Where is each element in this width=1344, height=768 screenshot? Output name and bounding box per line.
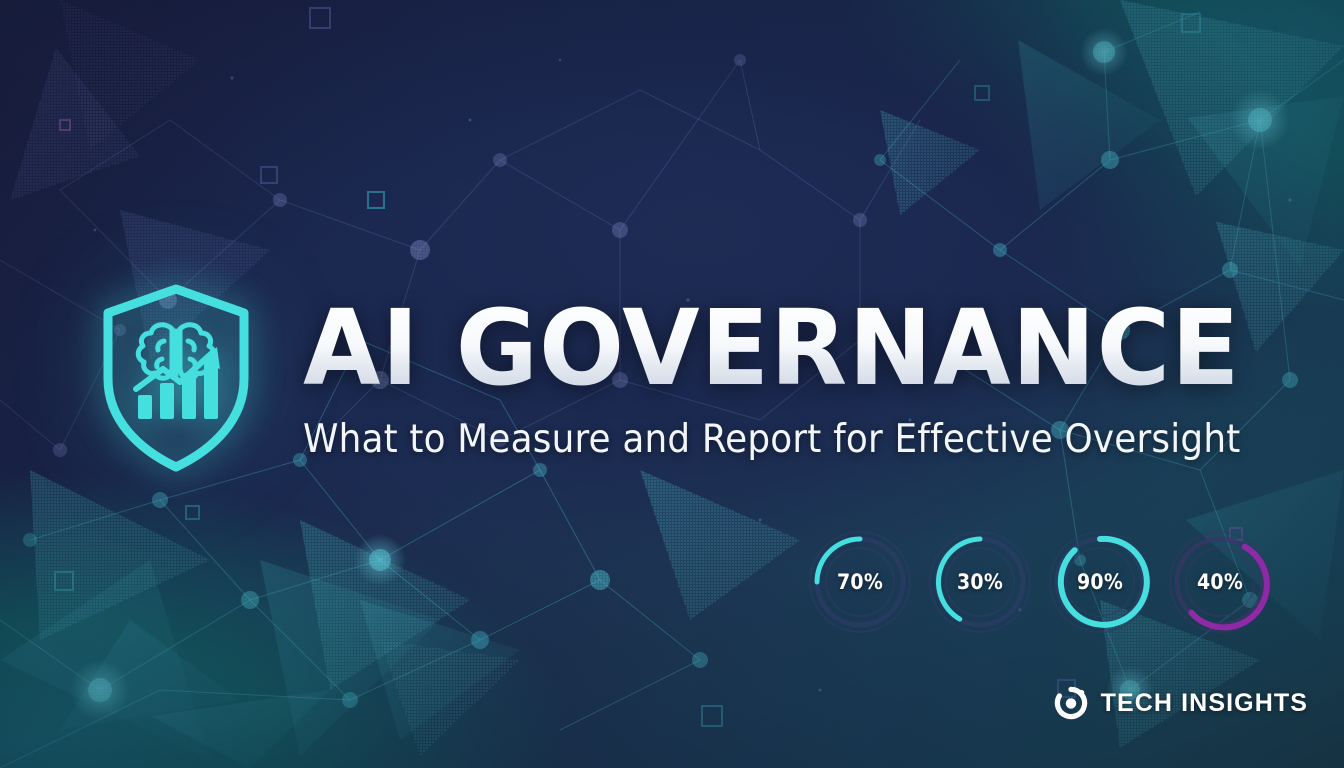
kpi-gauge-value: 70% bbox=[836, 570, 884, 594]
page-title: AI GOVERNANCE KPIS bbox=[303, 287, 1344, 409]
aperture-lens-icon bbox=[1054, 686, 1087, 720]
kpi-gauge-value: 40% bbox=[1196, 570, 1244, 594]
kpi-gauge: 40% bbox=[1166, 528, 1274, 636]
brand-logo: TECH INSIGHTS bbox=[1054, 686, 1308, 720]
kpi-gauge-group: 70% 30% 90% bbox=[806, 528, 1274, 636]
page-subtitle: What to Measure and Report for Effective… bbox=[303, 417, 1241, 462]
brand-name: TECH INSIGHTS bbox=[1100, 688, 1308, 717]
kpi-gauge: 30% bbox=[926, 528, 1034, 636]
kpi-gauge: 90% bbox=[1046, 528, 1154, 636]
kpi-gauge-value: 30% bbox=[956, 570, 1004, 594]
shield-brain-growth-icon bbox=[103, 284, 249, 472]
kpi-gauge: 70% bbox=[806, 528, 914, 636]
kpi-gauge-value: 90% bbox=[1076, 570, 1124, 594]
headline-block: AI GOVERNANCE KPIS What to Measure and R… bbox=[303, 296, 1344, 462]
